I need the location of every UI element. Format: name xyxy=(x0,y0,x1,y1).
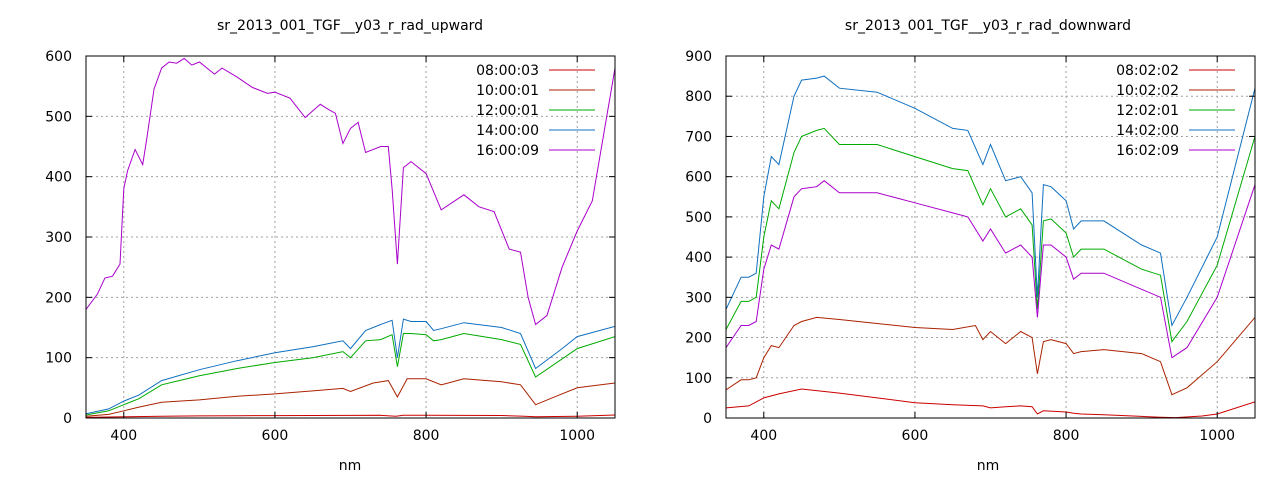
y-tick-label: 100 xyxy=(685,371,712,387)
x-tick-label: 400 xyxy=(750,428,777,444)
series-line-5 xyxy=(726,180,1255,359)
legend-label: 08:02:02 xyxy=(1116,63,1179,79)
legend-label: 10:00:01 xyxy=(476,83,539,99)
y-tick-label: 500 xyxy=(685,210,712,226)
legend-label: 10:02:02 xyxy=(1116,83,1179,99)
chart-title: sr_2013_001_TGF__y03_r_rad_upward xyxy=(217,18,483,34)
y-tick-label: 500 xyxy=(45,109,72,125)
series-line-3 xyxy=(86,332,615,416)
series-line-5 xyxy=(86,57,615,326)
plot-frame xyxy=(725,55,1256,419)
y-tick-label: 300 xyxy=(45,230,72,246)
y-tick-label: 200 xyxy=(685,331,712,347)
x-tick-label: 800 xyxy=(1053,428,1080,444)
series-line-4 xyxy=(86,318,615,415)
x-tick-label: 800 xyxy=(413,428,440,444)
x-tick-label: 600 xyxy=(262,428,289,444)
y-tick-label: 600 xyxy=(45,49,72,65)
series-line-3 xyxy=(726,127,1255,343)
x-tick-label: 400 xyxy=(110,428,137,444)
y-tick-label: 800 xyxy=(685,89,712,105)
chart-title: sr_2013_001_TGF__y03_r_rad_downward xyxy=(845,18,1131,34)
x-axis-label: nm xyxy=(977,458,1000,474)
y-tick-label: 700 xyxy=(685,129,712,145)
series-line-2 xyxy=(726,316,1255,396)
legend-label: 12:00:01 xyxy=(476,103,539,119)
legend-label: 14:02:00 xyxy=(1116,123,1179,139)
series-line-1 xyxy=(86,414,615,418)
legend-label: 16:00:09 xyxy=(476,143,539,159)
x-tick-label: 600 xyxy=(902,428,929,444)
legend-label: 14:00:00 xyxy=(476,123,539,139)
y-tick-label: 400 xyxy=(45,170,72,186)
y-tick-label: 0 xyxy=(703,411,712,427)
y-tick-label: 200 xyxy=(45,290,72,306)
x-axis-label: nm xyxy=(339,458,362,474)
series-line-4 xyxy=(726,75,1255,328)
y-tick-label: 0 xyxy=(63,411,72,427)
chart-upward: sr_2013_001_TGF__y03_r_rad_upward nm 400… xyxy=(45,18,616,474)
legend-label: 08:00:03 xyxy=(476,63,539,79)
series-line-1 xyxy=(726,388,1255,418)
x-tick-label: 1000 xyxy=(559,428,595,444)
chart-downward: sr_2013_001_TGF__y03_r_rad_downward nm 4… xyxy=(685,18,1256,474)
legend-label: 12:02:01 xyxy=(1116,103,1179,119)
y-tick-label: 300 xyxy=(685,290,712,306)
y-tick-label: 900 xyxy=(685,49,712,65)
y-tick-label: 400 xyxy=(685,250,712,266)
y-tick-label: 600 xyxy=(685,170,712,186)
series-line-2 xyxy=(86,378,615,417)
legend-label: 16:02:09 xyxy=(1116,143,1179,159)
y-tick-label: 100 xyxy=(45,351,72,367)
x-tick-label: 1000 xyxy=(1199,428,1235,444)
